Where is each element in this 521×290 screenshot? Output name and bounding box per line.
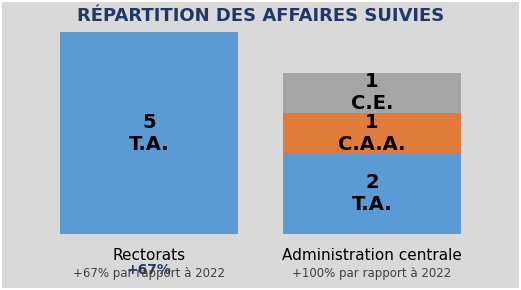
Bar <box>283 72 461 113</box>
Text: Administration centrale: Administration centrale <box>282 249 462 264</box>
Text: +67% par rapport à 2022: +67% par rapport à 2022 <box>73 267 225 280</box>
Bar <box>283 153 461 234</box>
Text: 2
T.A.: 2 T.A. <box>352 173 392 214</box>
Bar <box>60 32 238 234</box>
Bar <box>283 113 461 153</box>
Text: Rectorats: Rectorats <box>113 249 185 264</box>
Text: 1
C.E.: 1 C.E. <box>351 72 393 113</box>
Text: +67%: +67% <box>127 263 171 277</box>
Text: 5
T.A.: 5 T.A. <box>129 113 169 154</box>
Text: +100% par rapport à 2022: +100% par rapport à 2022 <box>292 267 452 280</box>
Text: 1
C.A.A.: 1 C.A.A. <box>338 113 406 154</box>
Title: RÉPARTITION DES AFFAIRES SUIVIES: RÉPARTITION DES AFFAIRES SUIVIES <box>77 7 444 25</box>
